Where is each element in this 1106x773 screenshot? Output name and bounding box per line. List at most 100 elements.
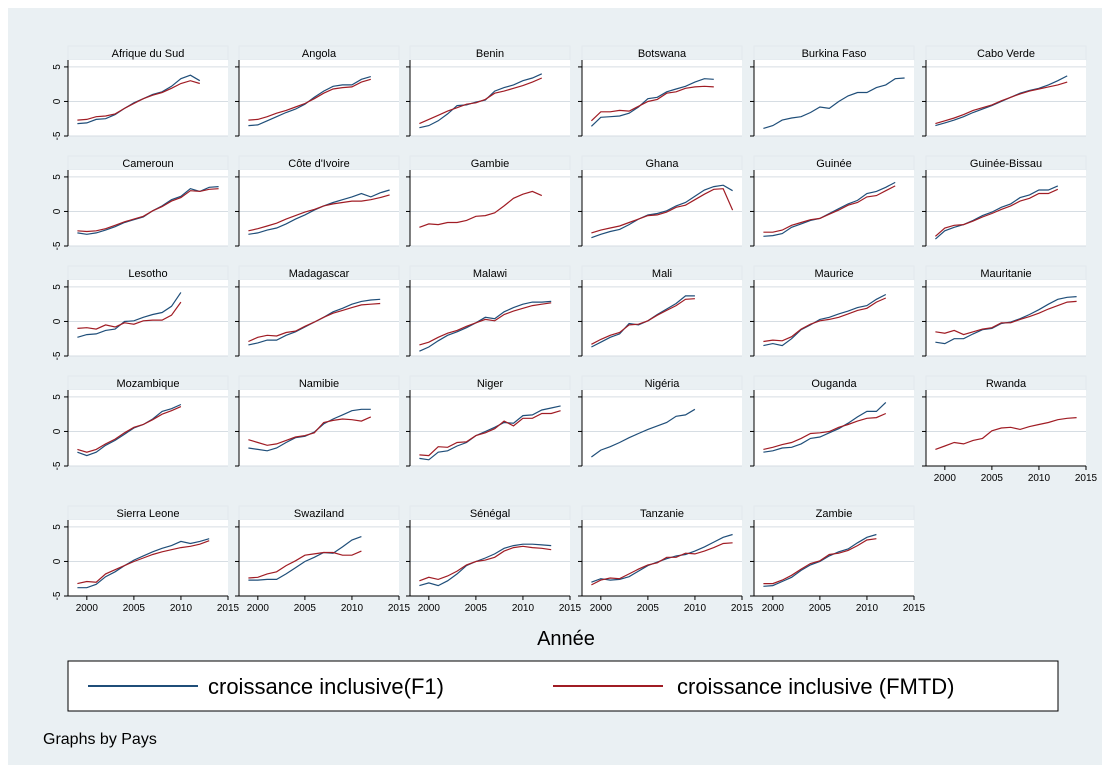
panel-mozambique: Mozambique -5 0 5 xyxy=(52,375,229,470)
series-fmtd xyxy=(763,185,896,233)
panel-plot-area xyxy=(68,520,228,596)
legend-label-fmtd: croissance inclusive (FMTD) xyxy=(677,674,955,699)
y-tick-label: 0 xyxy=(52,98,63,104)
series-f1 xyxy=(77,292,182,338)
panel-burkina-faso: Burkina Faso xyxy=(750,45,915,137)
x-axis: 2000 2005 2010 2015 xyxy=(239,595,411,614)
panel-mali: Mali xyxy=(578,265,743,357)
y-tick-label: -5 xyxy=(52,351,63,360)
x-tick-label: 2010 xyxy=(512,603,535,614)
panel-senegal: Sénégal xyxy=(406,505,571,597)
series-fmtd xyxy=(763,412,887,450)
x-tick-label: 2010 xyxy=(684,603,707,614)
x-tick-label: 2000 xyxy=(762,603,785,614)
x-axis: 2000 2005 2010 2015 xyxy=(410,595,582,614)
panel-title: Gambie xyxy=(471,158,510,170)
x-axis: 2000 2005 2010 2015 xyxy=(926,465,1098,484)
panel-nigeria: Nigéria xyxy=(578,375,743,467)
panel-title: Angola xyxy=(302,48,337,60)
x-tick-label: 2005 xyxy=(123,603,146,614)
series-f1 xyxy=(590,78,714,127)
panel-plot-area xyxy=(582,520,742,596)
y-tick-label: 5 xyxy=(52,64,63,70)
y-tick-label: -5 xyxy=(52,461,63,470)
panel-title: Burkina Faso xyxy=(802,48,867,60)
y-tick-label: 5 xyxy=(52,284,63,290)
legend: croissance inclusive(F1) croissance incl… xyxy=(67,660,1059,712)
series-fmtd xyxy=(419,410,561,457)
panel-guinee: Guinée xyxy=(750,155,915,247)
x-tick-label: 2015 xyxy=(217,603,240,614)
series-f1 xyxy=(763,181,896,237)
panel-plot-area xyxy=(239,280,399,356)
x-tick-label: 2010 xyxy=(1028,473,1051,484)
panel-title: Benin xyxy=(476,48,504,60)
series-fmtd xyxy=(935,417,1077,450)
series-f1 xyxy=(763,401,887,453)
series-fmtd xyxy=(77,301,182,330)
panel-title: Malawi xyxy=(473,268,507,280)
panel-title: Swaziland xyxy=(294,508,344,520)
x-axis: 2000 2005 2010 2015 xyxy=(754,595,926,614)
panel-title: Sénégal xyxy=(470,508,510,520)
series-fmtd xyxy=(419,545,552,582)
series-f1 xyxy=(419,405,561,461)
panel-gambie: Gambie xyxy=(406,155,571,247)
series-fmtd xyxy=(935,188,1059,237)
panel-plot-area xyxy=(410,170,570,246)
panel-zambie: Zambie xyxy=(750,505,915,597)
panel-plot-area xyxy=(582,170,742,246)
panel-angola: Angola xyxy=(235,45,400,137)
panel-mauritanie: Mauritanie xyxy=(922,265,1087,357)
series-f1 xyxy=(763,533,877,587)
graphs-by-note: Graphs by Pays xyxy=(43,731,157,748)
series-f1 xyxy=(77,403,182,457)
x-tick-label: 2005 xyxy=(981,473,1004,484)
panel-plot-area xyxy=(582,280,742,356)
panel-title: Cameroun xyxy=(122,158,173,170)
series-fmtd xyxy=(419,302,552,346)
y-tick-label: -5 xyxy=(52,241,63,250)
x-tick-label: 2015 xyxy=(1075,473,1098,484)
panel-title: Ghana xyxy=(645,158,679,170)
panel-plot-area xyxy=(410,520,570,596)
panel-plot-area xyxy=(582,390,742,466)
y-tick-label: 5 xyxy=(52,524,63,530)
panel-niger: Niger xyxy=(406,375,571,467)
series-f1 xyxy=(763,77,905,129)
x-tick-label: 2015 xyxy=(388,603,411,614)
panel-benin: Benin xyxy=(406,45,571,137)
panel-cote-d-ivoire: Côte d'Ivoire xyxy=(235,155,400,247)
panel-title: Guinée-Bissau xyxy=(970,158,1042,170)
panel-maurice: Maurice xyxy=(750,265,915,357)
panel-swaziland: Swaziland xyxy=(235,505,400,597)
panel-plot-area xyxy=(239,60,399,136)
series-fmtd xyxy=(763,538,877,585)
x-tick-label: 2000 xyxy=(418,603,441,614)
series-fmtd xyxy=(248,194,390,232)
panel-title: Rwanda xyxy=(986,378,1027,390)
x-tick-label: 2005 xyxy=(637,603,660,614)
panel-plot-area xyxy=(68,170,228,246)
panel-guinee-bissau: Guinée-Bissau xyxy=(922,155,1087,247)
panel-title: Ouganda xyxy=(811,378,857,390)
panel-ouganda: Ouganda xyxy=(750,375,915,467)
series-fmtd xyxy=(591,298,695,345)
panel-plot-area xyxy=(754,520,914,596)
x-axis: 2000 2005 2010 2015 xyxy=(68,595,240,614)
series-f1 xyxy=(935,75,1068,127)
panel-plot-area xyxy=(239,520,399,596)
series-f1 xyxy=(763,293,887,347)
x-axis: 2000 2005 2010 2015 xyxy=(582,595,754,614)
panel-title: Sierra Leone xyxy=(117,508,180,520)
panel-malawi: Malawi xyxy=(406,265,571,357)
series-fmtd xyxy=(77,540,210,585)
series-f1 xyxy=(77,538,210,589)
panel-title: Madagascar xyxy=(289,268,350,280)
series-fmtd xyxy=(590,85,714,122)
panel-title: Côte d'Ivoire xyxy=(288,158,349,170)
series-fmtd xyxy=(591,542,733,586)
y-tick-label: 0 xyxy=(52,428,63,434)
panel-plot-area xyxy=(68,390,228,466)
